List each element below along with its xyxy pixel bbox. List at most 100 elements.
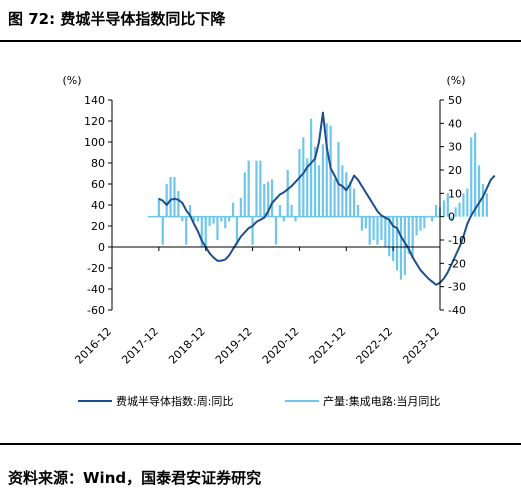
ic-bar <box>407 216 410 254</box>
x-tick-label: 2022-12 <box>354 325 396 367</box>
ic-bar <box>466 188 469 217</box>
left-tick-label: 20 <box>91 220 105 233</box>
ic-bar <box>255 160 258 217</box>
ic-bar <box>228 216 231 222</box>
ic-bar <box>173 177 176 217</box>
right-tick-label: 10 <box>448 187 462 200</box>
right-tick-label: 20 <box>448 164 462 177</box>
ic-bar <box>310 118 313 217</box>
right-tick-label: -40 <box>448 304 466 317</box>
ic-bar <box>481 184 485 217</box>
ic-bar <box>239 198 242 217</box>
left-tick-label: -40 <box>87 283 105 296</box>
ic-bar <box>345 172 348 217</box>
left-tick-label: 140 <box>84 94 105 107</box>
bottom-rule <box>0 443 521 445</box>
ic-bar <box>446 193 449 217</box>
x-tick-label: 2019-12 <box>213 325 255 367</box>
ic-bar <box>411 216 414 259</box>
ic-bar <box>267 181 270 217</box>
ic-bar <box>169 177 172 217</box>
ic-bar <box>313 146 317 217</box>
axes: 140120100806040200-20-40-6050403020100-1… <box>72 94 466 367</box>
ic-bar <box>196 216 200 222</box>
right-tick-label: -30 <box>448 281 466 294</box>
x-tick-label: 2023-12 <box>400 325 442 367</box>
ic-bar <box>376 216 379 245</box>
x-tick-label: 2017-12 <box>119 325 161 367</box>
sox-line-layer <box>158 111 496 286</box>
ic-bar <box>477 165 481 217</box>
ic-bar <box>380 216 383 240</box>
right-tick-label: -10 <box>448 234 466 247</box>
ic-bar <box>337 142 340 217</box>
ic-bar <box>485 193 488 217</box>
ic-bar <box>282 216 285 222</box>
left-tick-label: -20 <box>87 262 105 275</box>
ic-bar <box>403 216 406 275</box>
ic-bar <box>419 216 422 231</box>
left-tick-label: -60 <box>87 304 105 317</box>
figure-title: 图 72: 费城半导体指数同比下降 <box>8 10 226 28</box>
sox-line <box>158 111 496 286</box>
ic-bar <box>259 160 262 217</box>
ic-bar <box>399 216 403 280</box>
ic-bar <box>263 184 266 217</box>
ic-bar <box>157 198 160 217</box>
ic-bar <box>243 172 246 217</box>
ic-bar <box>450 216 453 222</box>
ic-bar <box>372 216 375 240</box>
left-tick-label: 60 <box>91 178 105 191</box>
ic-bar <box>434 205 438 217</box>
x-tick-label: 2021-12 <box>307 325 349 367</box>
ic-bar <box>278 205 282 217</box>
ic-bar <box>251 216 254 245</box>
ic-bar <box>360 216 364 231</box>
ic-bar <box>231 202 235 217</box>
ic-bar <box>325 123 328 217</box>
ic-bar <box>208 216 211 226</box>
top-rule <box>0 40 521 42</box>
ic-bar <box>458 202 461 217</box>
right-axis-unit: (%) <box>446 74 465 87</box>
ic-bar <box>274 216 278 245</box>
ic-bar <box>454 207 457 217</box>
ic-bar <box>298 149 301 217</box>
right-tick-label: -20 <box>448 257 466 270</box>
ic-bar <box>356 205 360 217</box>
ic-bar <box>216 216 219 240</box>
ic-bar <box>270 179 274 217</box>
ic-bar <box>192 216 196 222</box>
ic-bar <box>352 188 356 217</box>
ic-bar <box>290 205 293 217</box>
ic-bar <box>247 160 250 217</box>
ic-bar <box>188 205 192 217</box>
x-tick-label: 2018-12 <box>166 325 208 367</box>
ic-bar <box>306 158 309 217</box>
ic-bar <box>200 216 203 247</box>
ic-bar <box>415 216 418 236</box>
ic-bar <box>474 132 477 217</box>
ic-bar <box>431 216 434 222</box>
ic-bar <box>442 200 446 217</box>
x-tick-label: 2016-12 <box>72 325 114 367</box>
ic-bar <box>333 179 336 217</box>
left-tick-label: 40 <box>91 199 105 212</box>
legend-label-sox: 费城半导体指数:周:同比 <box>116 394 233 408</box>
ic-bar <box>177 191 180 217</box>
ic-bar <box>384 216 387 247</box>
ic-bar <box>349 181 352 217</box>
right-tick-label: 40 <box>448 117 462 130</box>
ic-bar <box>204 216 207 247</box>
left-tick-label: 80 <box>91 157 105 170</box>
right-tick-label: 50 <box>448 94 462 107</box>
ic-bar <box>392 216 395 261</box>
left-axis-unit: (%) <box>62 74 81 87</box>
ic-bar <box>470 137 473 217</box>
ic-bar <box>161 216 164 245</box>
ic-bar <box>235 216 239 245</box>
ic-bar <box>423 216 426 229</box>
left-tick-label: 0 <box>98 241 105 254</box>
ic-bar <box>224 216 227 229</box>
ic-bar <box>388 216 391 257</box>
